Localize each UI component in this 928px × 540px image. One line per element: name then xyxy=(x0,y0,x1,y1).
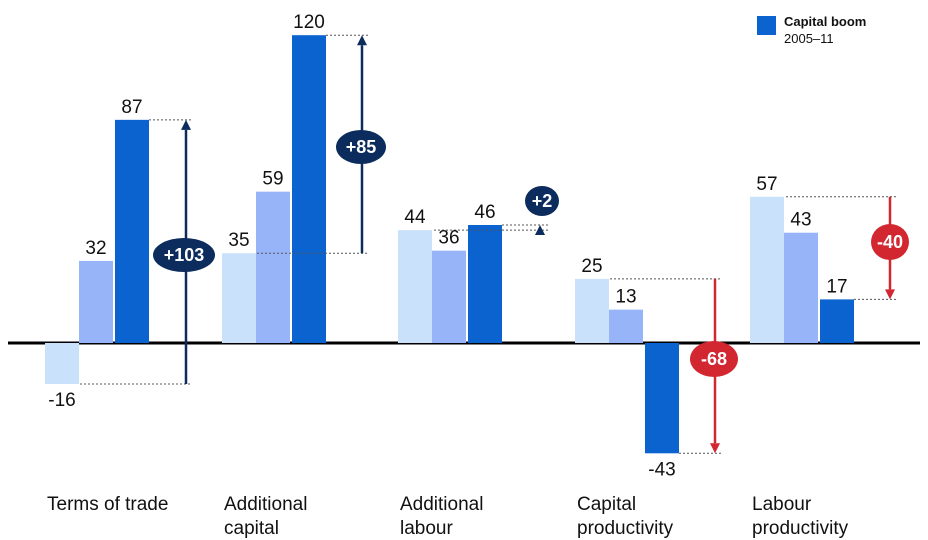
bar-s2-c5 xyxy=(784,232,818,343)
value-label: 43 xyxy=(790,210,811,231)
change-arrow-head xyxy=(181,119,191,130)
category-label: Capital productivity xyxy=(577,494,674,539)
change-arrow-head xyxy=(710,443,720,454)
value-label: 44 xyxy=(404,207,426,228)
category-label-line: capital xyxy=(224,518,279,539)
category-label-line: productivity xyxy=(752,518,849,539)
bar-s2-c3 xyxy=(432,250,466,343)
bar-s1-c1 xyxy=(45,343,79,385)
bar-s3-c1 xyxy=(115,119,149,343)
category-label: Additional capital xyxy=(224,494,307,539)
category-label: Labour productivity xyxy=(752,494,849,539)
legend-title: Capital boom xyxy=(784,14,866,29)
bar-s3-c4 xyxy=(645,343,679,454)
bar-s3-c5 xyxy=(820,299,854,343)
change-arrow-head xyxy=(885,289,895,300)
category-label: Additional labour xyxy=(400,494,483,539)
value-label: -43 xyxy=(648,459,675,480)
change-arrow-head xyxy=(535,225,545,236)
value-label: 13 xyxy=(615,287,636,308)
category-label-line: Capital xyxy=(577,494,636,515)
change-badge xyxy=(153,238,215,272)
bar-s2-c2 xyxy=(256,191,290,343)
category-label-line: Additional xyxy=(224,494,307,515)
change-badge-label: -68 xyxy=(701,349,727,369)
value-label: 36 xyxy=(438,228,459,249)
category-labels: Terms of trade Additional capitalAdditiona… xyxy=(47,494,849,539)
value-label: 32 xyxy=(85,238,106,259)
bar-s3-c2 xyxy=(292,35,326,343)
bar-s3-c3 xyxy=(468,225,502,343)
category-label-line: Terms of trade xyxy=(47,494,168,515)
category-label-line: Additional xyxy=(400,494,483,515)
category-label-line: labour xyxy=(400,518,453,539)
value-label: 25 xyxy=(581,256,602,277)
change-badge xyxy=(336,130,386,164)
value-label: -16 xyxy=(48,390,75,411)
change-annotations: +103 +85 +2 -68 -40 xyxy=(80,34,909,454)
change-arrow-head xyxy=(357,35,367,46)
category-label: Terms of trade xyxy=(47,494,168,515)
change-badge-label: +103 xyxy=(164,245,205,265)
change-badge-label: +85 xyxy=(346,137,377,157)
bars-group xyxy=(45,35,854,454)
legend-subtitle: 2005–11 xyxy=(784,31,834,46)
change-badge-label: -40 xyxy=(877,232,903,252)
legend: Capital boom 2005–11 xyxy=(757,14,866,46)
bar-s1-c3 xyxy=(398,230,432,343)
change-badge-label: +2 xyxy=(532,191,553,211)
category-label-line: Labour xyxy=(752,494,812,515)
value-label: 17 xyxy=(826,276,847,297)
value-label: 57 xyxy=(756,174,777,195)
value-label: 120 xyxy=(293,12,325,33)
value-label: 35 xyxy=(228,230,249,251)
bar-s2-c4 xyxy=(609,309,643,343)
bar-s2-c1 xyxy=(79,260,113,343)
value-labels: -16 35 44 25 57 32 59 36 13 43 87 120 46 -43 17 xyxy=(48,12,847,480)
change-badge xyxy=(525,186,559,216)
change-badge xyxy=(871,224,909,260)
legend-swatch xyxy=(757,16,776,35)
value-label: 46 xyxy=(474,202,495,223)
bar-s1-c2 xyxy=(222,253,256,343)
value-label: 59 xyxy=(262,169,283,190)
value-label: 87 xyxy=(121,97,142,118)
category-label-line: productivity xyxy=(577,518,674,539)
bar-s1-c4 xyxy=(575,278,609,343)
bar-s1-c5 xyxy=(750,196,784,343)
change-badge xyxy=(690,341,738,377)
